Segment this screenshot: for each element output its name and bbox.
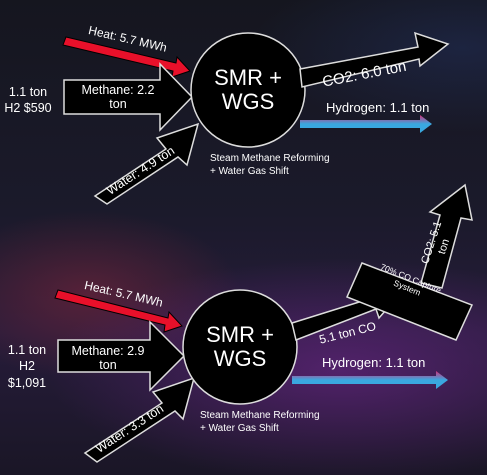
bottom-hydrogen-arrow xyxy=(292,371,448,389)
top-hydrogen-label: Hydrogen: 1.1 ton xyxy=(326,100,430,115)
bottom-heat-arrow xyxy=(54,289,183,333)
top-process-circle xyxy=(190,32,306,148)
top-co2-arrow xyxy=(299,31,450,88)
top-methane-arrow xyxy=(63,62,194,132)
top-hydrogen-arrow xyxy=(300,115,432,133)
top-methane-label: Methane: 2.2 ton xyxy=(81,83,155,112)
bottom-hydrogen-label: Hydrogen: 1.1 ton xyxy=(322,355,426,370)
bottom-process-circle xyxy=(182,289,298,405)
top-water-arrow xyxy=(93,122,200,205)
top-cost-label: 1.1 ton H2 $590 xyxy=(4,85,52,116)
bottom-process-note: Steam Methane Reforming + Water Gas Shif… xyxy=(200,410,320,434)
top-process-label: SMR + WGS xyxy=(214,65,282,115)
bottom-process-label: SMR + WGS xyxy=(206,322,274,372)
bottom-methane-arrow xyxy=(57,320,186,392)
bottom-co2-arrow xyxy=(420,183,473,289)
capture-system-box xyxy=(345,262,474,341)
top-process-note: Steam Methane Reforming + Water Gas Shif… xyxy=(210,153,330,177)
top-heat-arrow xyxy=(62,36,191,78)
bottom-methane-label: Methane: 2.9 ton xyxy=(71,344,145,373)
bottom-water-arrow xyxy=(83,376,196,463)
bottom-cost-label: 1.1 ton H2 $1,091 xyxy=(7,343,47,390)
